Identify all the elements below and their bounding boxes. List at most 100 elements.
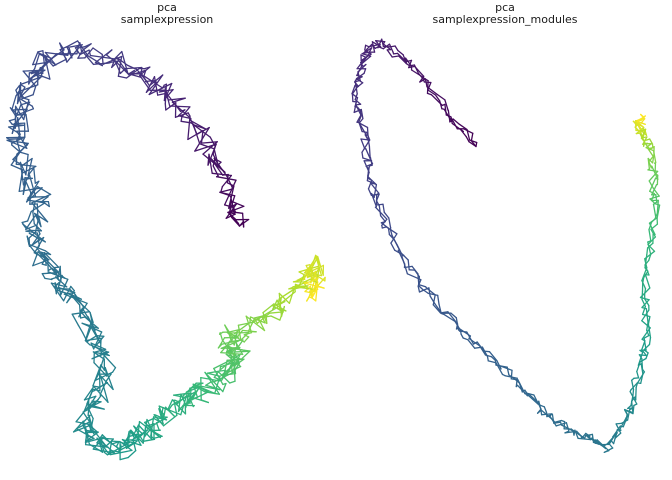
trajectory-segment	[632, 388, 635, 397]
trajectory-segment	[19, 161, 25, 186]
trajectory-segment	[72, 296, 81, 306]
trajectory-segment	[654, 212, 658, 220]
trajectory-segment	[90, 342, 95, 350]
trajectory-segment	[8, 120, 13, 125]
trajectory-segment	[199, 143, 205, 146]
trajectory-segment	[647, 323, 652, 339]
trajectory-segment	[644, 273, 651, 289]
trajectory-segment	[365, 163, 374, 167]
trajectory-segment	[218, 369, 226, 372]
trajectory-segment	[237, 324, 242, 341]
trajectory-segment	[645, 352, 649, 360]
trajectory-segment	[506, 366, 510, 376]
trajectory-segment	[194, 143, 217, 152]
trajectory-segment	[450, 312, 457, 319]
trajectory-segment	[6, 139, 28, 149]
trajectory-segment	[14, 105, 25, 121]
trajectory-segment	[314, 254, 323, 277]
trajectory-segment	[200, 399, 210, 404]
trajectory-segment	[177, 393, 182, 413]
trajectory-segment	[303, 262, 314, 274]
trajectory-segment	[14, 104, 22, 120]
trajectory-segment	[397, 249, 406, 265]
trajectory-segment	[81, 50, 95, 66]
trajectory-segment	[16, 91, 20, 105]
trajectory-segment	[576, 430, 582, 437]
trajectory-segment	[44, 277, 53, 281]
trajectory-segment	[89, 311, 94, 323]
trajectory-segment	[59, 42, 68, 63]
trajectory-segment	[189, 119, 207, 130]
trajectory-segment	[379, 215, 386, 223]
trajectory-segment	[468, 139, 478, 144]
trajectory-segment	[618, 416, 627, 432]
trajectory-segment	[153, 417, 164, 425]
trajectory-segment	[14, 108, 28, 125]
trajectory-segment	[351, 86, 358, 95]
trajectory-segment	[111, 440, 120, 445]
trajectory-segment	[66, 44, 83, 49]
trajectory-segment	[22, 174, 31, 186]
trajectory-segment	[99, 375, 109, 403]
trajectory-segment	[11, 95, 17, 111]
trajectory-segment	[234, 211, 244, 214]
trajectory-segment	[359, 56, 367, 66]
trajectory-segment	[387, 227, 391, 236]
trajectory-segment	[427, 288, 436, 296]
trajectory-segment	[185, 387, 191, 409]
trajectory-segment	[483, 350, 491, 353]
trajectory-segment	[92, 47, 103, 56]
trajectory-segment	[189, 396, 199, 401]
trajectory-segment	[101, 434, 109, 441]
trajectory-segment	[212, 153, 216, 159]
trajectory-segment	[63, 293, 88, 304]
trajectory-segment	[460, 333, 464, 339]
trajectory-segment	[93, 385, 109, 403]
trajectory-segment	[470, 140, 477, 148]
trajectory-segment	[650, 218, 656, 223]
trajectory-segment	[245, 315, 253, 334]
trajectory-segment	[177, 404, 184, 413]
trajectory-segment	[309, 264, 316, 278]
trajectory-segment	[27, 157, 33, 177]
trajectory-segment	[427, 81, 432, 91]
trajectory-segment	[126, 440, 138, 449]
trajectory-segment	[394, 45, 399, 52]
trajectory-segment	[121, 50, 129, 74]
trajectory-segment	[32, 85, 37, 96]
trajectory-segment	[317, 256, 324, 276]
trajectory-segment	[565, 422, 570, 432]
trajectory-segment	[130, 429, 144, 444]
trajectory-segment	[636, 370, 640, 379]
trajectory-segment	[131, 74, 142, 78]
trajectory-segment	[426, 92, 433, 96]
trajectory-segment	[417, 285, 421, 293]
trajectory-segment	[257, 317, 266, 332]
trajectory-segment	[22, 181, 27, 196]
trajectory-segment	[72, 296, 83, 300]
trajectory-segment	[364, 44, 367, 51]
trajectory-segment	[615, 422, 622, 425]
trajectory-segment	[224, 324, 231, 334]
trajectory-segment	[94, 49, 113, 64]
trajectory-segment	[41, 273, 46, 280]
trajectory-segment	[171, 101, 192, 120]
trajectory-segment	[648, 221, 653, 231]
trajectory-segment	[353, 101, 357, 114]
trajectory-segment	[243, 336, 250, 343]
trajectory-segment	[9, 107, 16, 116]
trajectory-segment	[361, 55, 372, 65]
panel-title-method: pca	[495, 1, 515, 14]
trajectory-segment	[104, 366, 114, 391]
trajectory-segment	[640, 363, 644, 375]
trajectory-segment	[187, 115, 191, 141]
trajectory-segment	[113, 50, 123, 60]
trajectory-segment	[411, 265, 419, 275]
trajectory-segment	[636, 121, 646, 125]
trajectory-segment	[65, 40, 79, 48]
trajectory-segment	[407, 259, 410, 271]
trajectory-segment	[640, 373, 644, 385]
trajectory-segment	[423, 81, 432, 84]
trajectory-segment	[84, 431, 88, 446]
